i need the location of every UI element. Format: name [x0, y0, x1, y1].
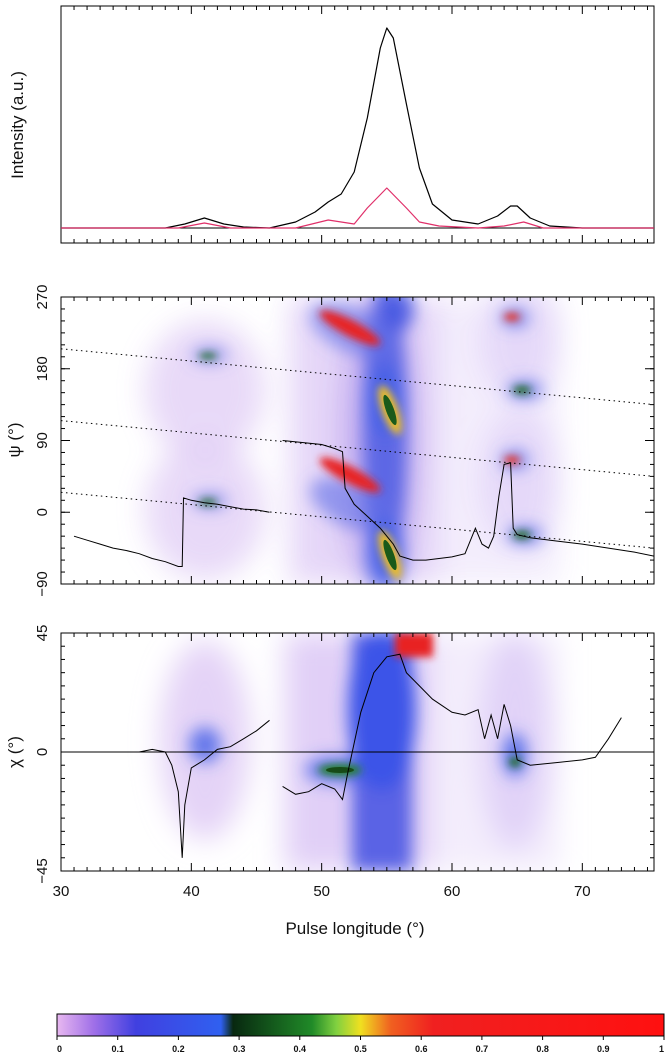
chi-y-tick-label: 45 [34, 625, 51, 642]
colorbar-tick-label: 0.9 [597, 1044, 610, 1054]
colorbar-tick-label: 0.3 [233, 1044, 246, 1054]
colorbar-tick-label: 0.5 [354, 1044, 367, 1054]
x-tick-label: 60 [444, 883, 461, 900]
chi-mean-line [61, 719, 270, 858]
colorbar: 0 0.1 0.2 0.3 0.4 0.5 0.6 0.7 0.8 0.9 1 [56, 1013, 665, 1054]
chi-x-ticks: 30 40 50 60 70 [53, 633, 648, 900]
psi-y-tick-label: 90 [34, 432, 51, 449]
linear-polarization-line [61, 187, 654, 229]
colorbar-tick-label: 0 [57, 1044, 62, 1054]
x-axis-label: Pulse longitude (°) [285, 919, 424, 938]
psi-y-tick-label: 270 [34, 284, 51, 309]
psi-model-curve [61, 420, 654, 477]
psi-y-tick-label: 180 [34, 356, 51, 381]
colorbar-tick-label: 0.2 [172, 1044, 185, 1054]
total-intensity-line [61, 27, 654, 229]
psi-model-curve [61, 348, 654, 406]
psi-x-ticks [60, 297, 648, 584]
chi-y-axis-label: χ (°) [5, 736, 24, 768]
psi-mean-line [73, 497, 270, 567]
profile-panel: Intensity (a.u.) [8, 5, 655, 244]
colorbar-tick-label: 1 [659, 1044, 664, 1054]
x-tick-label: 70 [574, 883, 591, 900]
x-tick-label: 50 [313, 883, 330, 900]
colorbar-tick-label: 0.7 [476, 1044, 489, 1054]
profile-frame [60, 5, 655, 244]
x-tick-label: 30 [53, 883, 70, 900]
chi-y-ticks: −45 0 45 [34, 625, 654, 884]
colorbar-gradient [56, 1013, 665, 1037]
profile-y-axis-label: Intensity (a.u.) [8, 71, 27, 179]
chi-y-tick-label: −45 [34, 858, 51, 883]
psi-y-ticks: −90 0 90 180 270 [34, 284, 654, 597]
psi-heatmap [61, 297, 654, 584]
psi-panel: −90 0 90 180 270 ψ (°) [5, 284, 655, 597]
chi-mean-line [282, 653, 622, 801]
psi-model-curve [61, 491, 654, 549]
colorbar-tick-label: 0.6 [415, 1044, 428, 1054]
psi-y-tick-label: 0 [34, 508, 51, 516]
psi-y-axis-label: ψ (°) [5, 423, 24, 458]
profile-x-ticks [60, 6, 648, 243]
chi-heatmap [61, 633, 622, 871]
colorbar-ticks: 0 0.1 0.2 0.3 0.4 0.5 0.6 0.7 0.8 0.9 1 [56, 1036, 665, 1054]
psi-y-tick-label: −90 [34, 571, 51, 596]
chi-panel: −45 0 45 30 40 50 60 70 χ (°) Pulse longitude … [5, 625, 655, 938]
psi-mean-line [282, 440, 654, 561]
colorbar-tick-label: 0.4 [294, 1044, 307, 1054]
colorbar-tick-label: 0.8 [536, 1044, 549, 1054]
chi-y-tick-label: 0 [34, 748, 51, 756]
x-tick-label: 40 [183, 883, 200, 900]
colorbar-tick-label: 0.1 [111, 1044, 124, 1054]
